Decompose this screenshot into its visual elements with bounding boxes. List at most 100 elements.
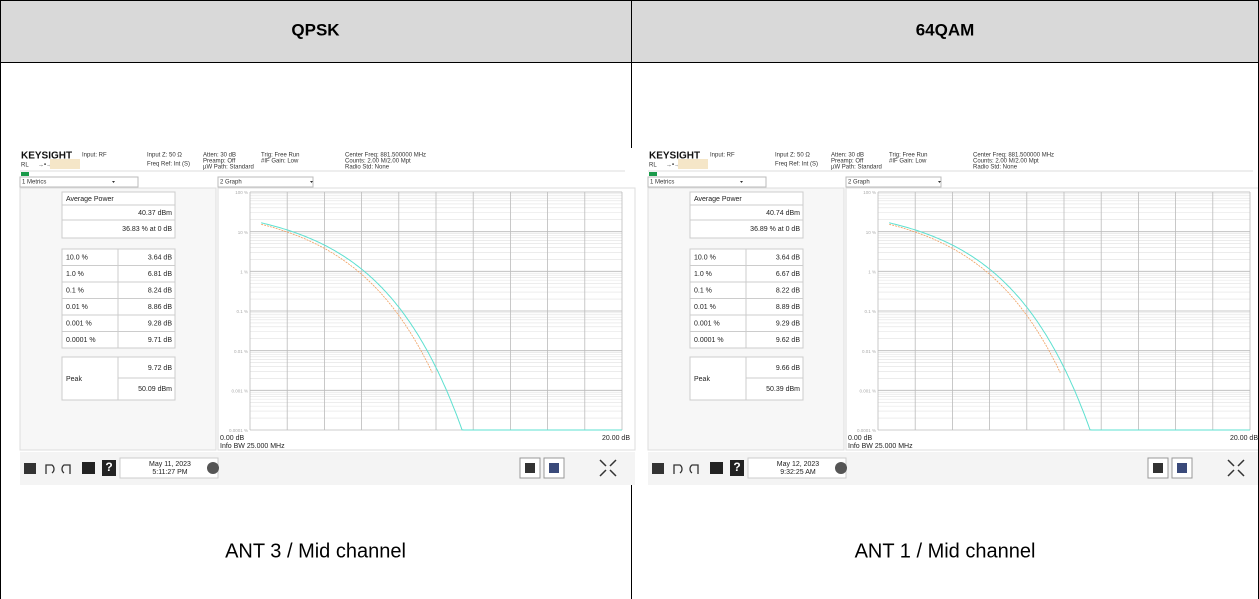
peak-dbm: 50.39 dBm [766,386,800,393]
status-text: µW Path: Standard [203,165,254,171]
peak-label: Peak [66,376,82,383]
redo-icon [689,464,699,474]
chat-icon [207,462,219,474]
brand: KEYSIGHT [649,151,700,162]
status-faint [50,159,80,169]
header-row [0,0,1259,63]
graph-label: 2 Graph [848,180,870,186]
status-text: Atten: 30 dB [831,153,864,159]
avg-box [689,191,804,239]
x-start: 0.00 dB [848,435,872,442]
status-text: Center Freq: 881.500000 MHz [973,153,1054,159]
peak-dbm: 50.09 dBm [138,386,172,393]
avg-label: Average Power [694,196,742,203]
y-axis-label: 10 % [238,230,248,235]
dropdown-caret [740,181,743,183]
measured-trace [889,223,1061,373]
status-text: Input: RF [710,153,735,159]
undo-icon [673,464,683,474]
status-text: Input: RF [82,153,107,159]
column-header: QPSK [291,20,340,39]
y-axis-label: 0.0001 % [857,428,876,433]
tb-icon [525,463,535,473]
row-prob: 1.0 % [694,271,712,278]
tb-icon [1177,463,1187,473]
row-db: 8.22 dB [776,287,800,294]
gaussian-trace [261,222,622,431]
row-prob: 0.001 % [694,320,720,327]
expand-icon [599,459,617,477]
row-prob: 0.01 % [66,304,88,311]
expand-icon [1227,459,1245,477]
y-axis-label: 1 % [868,270,876,275]
row-prob: 0.1 % [66,287,84,294]
status-text: Atten: 30 dB [203,153,236,159]
metrics-dropdown[interactable] [19,176,139,188]
date: May 11, 2023 [149,461,191,468]
row-db: 8.89 dB [776,304,800,311]
y-axis-label: 100 % [863,190,876,195]
status-text: Counts: 2.00 M/2.00 Mpt [345,159,411,165]
avg-prob: 36.89 % at 0 dB [750,226,800,233]
brand: KEYSIGHT [21,151,72,162]
y-axis-label: 0.0001 % [229,428,248,433]
folder-icon [82,462,95,474]
status-rl: RL [21,163,29,169]
info-bw: Info BW 25.000 MHz [848,443,913,450]
status-text: Trig: Free Run [261,153,299,159]
status-faint [678,159,708,169]
row-prob: 0.001 % [66,320,92,327]
undo-icon [45,464,55,474]
x-end: 20.00 dB [1230,435,1258,442]
folder-icon [710,462,723,474]
row-db: 9.29 dB [776,320,800,327]
time: 5:11:27 PM [152,469,187,476]
row-db: 6.81 dB [148,271,172,278]
input-arrow: →•→ [38,163,52,169]
status-led [649,172,657,176]
y-axis-label: 0.01 % [234,349,248,354]
row-db: 3.64 dB [148,254,172,261]
y-axis-label: 0.1 % [864,309,876,314]
row-db: 9.62 dB [776,337,800,344]
input-arrow: →•→ [666,163,680,169]
peak-label: Peak [694,376,710,383]
status-text: Preamp: Off [831,159,864,165]
y-axis-label: 0.01 % [862,349,876,354]
status-text: Radio Std: None [345,165,390,171]
status-led [21,172,29,176]
avg-prob: 36.83 % at 0 dB [122,226,172,233]
row-prob: 10.0 % [66,254,88,261]
measured-trace [261,223,433,373]
status-text: Radio Std: None [973,165,1018,171]
y-axis-label: 1 % [240,270,248,275]
status-rl: RL [649,163,657,169]
graph-dropdown[interactable] [217,176,314,188]
status-text: Preamp: Off [203,159,236,165]
row-db: 9.28 dB [148,320,172,327]
time: 9:32:25 AM [780,469,816,476]
metrics-label: 1 Metrics [22,180,46,186]
y-axis-label: 100 % [235,190,248,195]
status-text: Freq Ref: Int (S) [147,162,190,168]
graph-label: 2 Graph [220,180,242,186]
row-prob: 1.0 % [66,271,84,278]
y-axis-label: 0.1 % [236,309,248,314]
status-text: Input Z: 50 Ω [775,153,810,159]
metrics-label: 1 Metrics [650,180,674,186]
win-icon [652,463,664,474]
column-header: 64QAM [916,20,975,39]
row-prob: 0.01 % [694,304,716,311]
metrics-dropdown[interactable] [647,176,767,188]
chat-icon [835,462,847,474]
avg-power: 40.74 dBm [766,210,800,217]
caption: ANT 3 / Mid channel [225,540,406,562]
graph-dropdown[interactable] [845,176,942,188]
avg-power: 40.37 dBm [138,210,172,217]
status-text: #IF Gain: Low [889,159,927,165]
row-db: 8.24 dB [148,287,172,294]
